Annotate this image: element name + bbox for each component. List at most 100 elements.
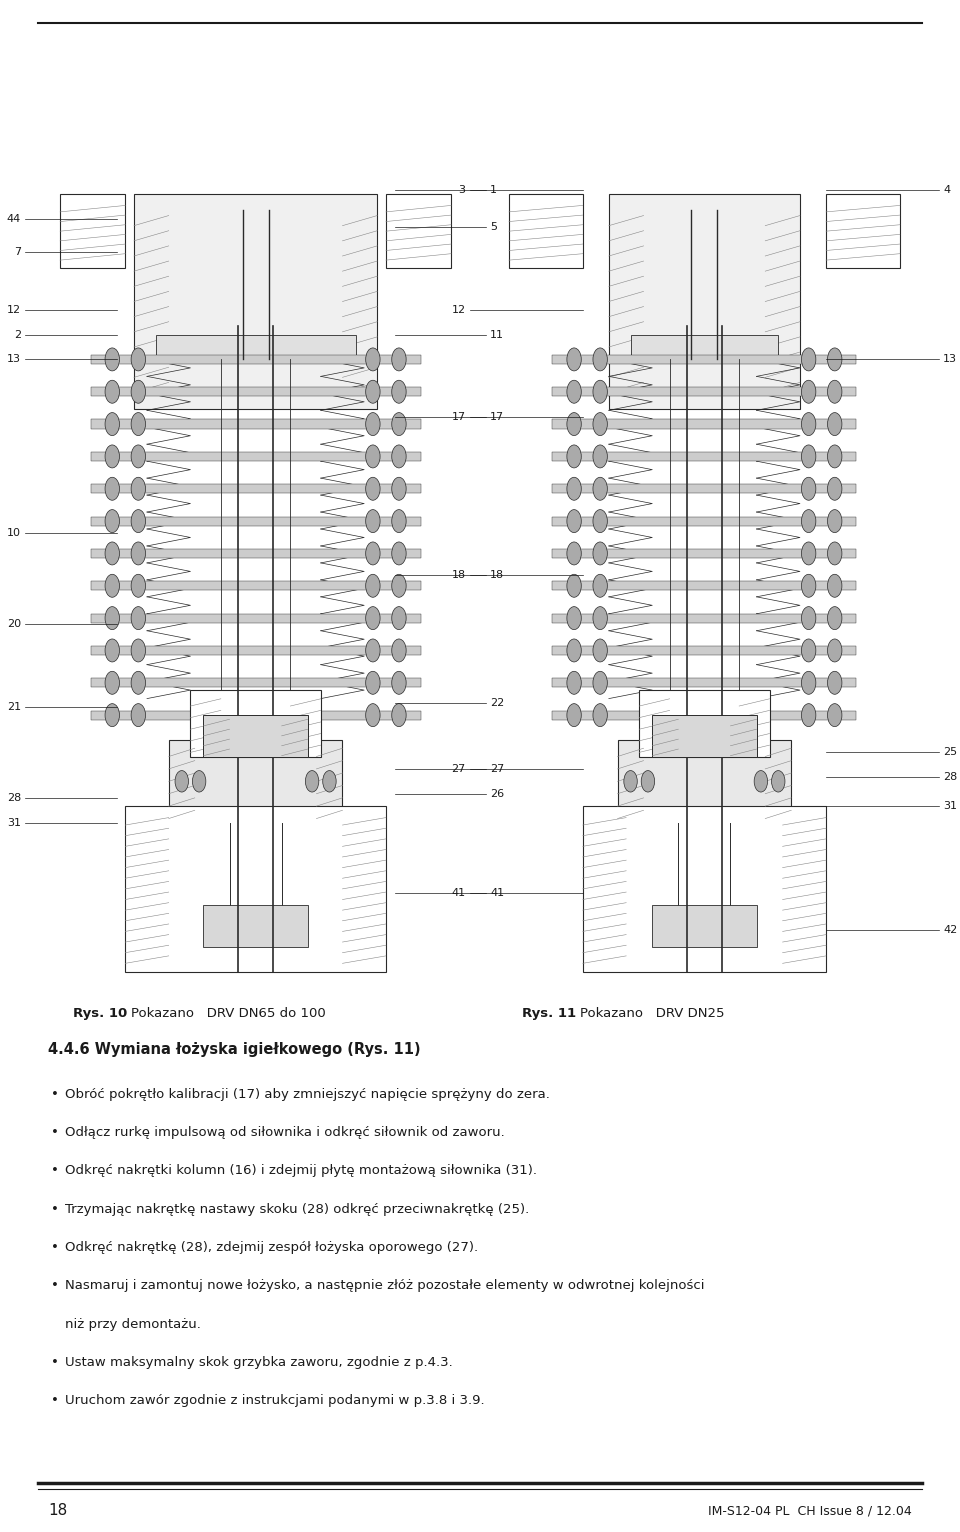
Bar xyxy=(134,195,377,409)
Circle shape xyxy=(392,478,406,501)
Circle shape xyxy=(105,574,119,597)
Circle shape xyxy=(566,703,581,726)
Circle shape xyxy=(366,478,380,501)
Circle shape xyxy=(105,542,119,565)
Bar xyxy=(125,806,386,971)
Circle shape xyxy=(132,703,146,726)
Circle shape xyxy=(593,703,608,726)
Circle shape xyxy=(132,478,146,501)
Text: •: • xyxy=(51,1203,59,1215)
Text: 1: 1 xyxy=(491,185,497,195)
Bar xyxy=(552,452,856,461)
Circle shape xyxy=(132,671,146,694)
Text: •: • xyxy=(51,1279,59,1291)
Circle shape xyxy=(366,348,380,371)
Bar xyxy=(552,679,856,688)
Bar xyxy=(190,691,321,757)
Circle shape xyxy=(323,771,336,792)
Circle shape xyxy=(566,607,581,630)
Circle shape xyxy=(828,703,842,726)
Text: 10: 10 xyxy=(7,529,21,538)
Circle shape xyxy=(828,444,842,467)
Circle shape xyxy=(392,444,406,467)
Bar xyxy=(156,334,355,360)
Circle shape xyxy=(593,478,608,501)
Text: 17: 17 xyxy=(451,412,466,423)
Bar xyxy=(552,548,856,558)
Circle shape xyxy=(366,510,380,533)
Bar xyxy=(90,484,420,493)
Circle shape xyxy=(366,444,380,467)
Text: 41: 41 xyxy=(491,889,504,898)
Bar xyxy=(617,740,791,823)
Circle shape xyxy=(132,639,146,662)
Bar xyxy=(652,715,756,757)
Circle shape xyxy=(366,412,380,435)
Bar xyxy=(552,388,856,397)
Circle shape xyxy=(566,348,581,371)
Circle shape xyxy=(105,510,119,533)
Bar xyxy=(90,613,420,622)
Text: •: • xyxy=(51,1088,59,1100)
Circle shape xyxy=(566,412,581,435)
Text: 27: 27 xyxy=(451,764,466,774)
Circle shape xyxy=(392,348,406,371)
Circle shape xyxy=(366,542,380,565)
Circle shape xyxy=(802,380,816,403)
Circle shape xyxy=(802,671,816,694)
Text: 31: 31 xyxy=(944,801,957,810)
Circle shape xyxy=(566,671,581,694)
Text: Uruchom zawór zgodnie z instrukcjami podanymi w p.3.8 i 3.9.: Uruchom zawór zgodnie z instrukcjami pod… xyxy=(65,1394,485,1406)
Bar xyxy=(552,420,856,429)
Text: 27: 27 xyxy=(491,764,504,774)
Circle shape xyxy=(593,671,608,694)
Text: 28: 28 xyxy=(944,772,957,783)
Text: 42: 42 xyxy=(944,925,957,935)
Text: Pokazano   DRV DN25: Pokazano DRV DN25 xyxy=(580,1007,724,1019)
Text: 26: 26 xyxy=(491,789,504,798)
Text: niż przy demontażu.: niż przy demontażu. xyxy=(65,1318,202,1330)
Text: 12: 12 xyxy=(7,305,21,314)
Circle shape xyxy=(132,444,146,467)
Circle shape xyxy=(392,574,406,597)
Bar xyxy=(204,715,308,757)
Circle shape xyxy=(105,380,119,403)
Text: 3: 3 xyxy=(459,185,466,195)
Circle shape xyxy=(192,771,205,792)
Text: 12: 12 xyxy=(451,305,466,314)
Bar xyxy=(90,355,420,365)
Text: Odkręć nakrętkę (28), zdejmij zespół łożyska oporowego (27).: Odkręć nakrętkę (28), zdejmij zespół łoż… xyxy=(65,1241,478,1253)
Circle shape xyxy=(802,348,816,371)
Circle shape xyxy=(132,607,146,630)
Text: 11: 11 xyxy=(491,329,504,340)
Bar xyxy=(90,711,420,720)
Text: •: • xyxy=(51,1241,59,1253)
Text: 5: 5 xyxy=(491,222,497,231)
Circle shape xyxy=(392,607,406,630)
Circle shape xyxy=(828,574,842,597)
Circle shape xyxy=(105,478,119,501)
Circle shape xyxy=(593,542,608,565)
Circle shape xyxy=(593,510,608,533)
Text: •: • xyxy=(51,1394,59,1406)
Circle shape xyxy=(566,639,581,662)
Bar xyxy=(552,647,856,656)
Bar xyxy=(90,420,420,429)
Text: 31: 31 xyxy=(7,818,21,827)
Circle shape xyxy=(132,348,146,371)
Text: 21: 21 xyxy=(7,702,21,712)
Circle shape xyxy=(828,671,842,694)
Text: 4.4.6 Wymiana łożyska igiełkowego (Rys. 11): 4.4.6 Wymiana łożyska igiełkowego (Rys. … xyxy=(48,1042,420,1057)
Circle shape xyxy=(392,703,406,726)
Bar xyxy=(38,161,472,988)
Bar xyxy=(169,740,343,823)
Circle shape xyxy=(392,542,406,565)
Text: 13: 13 xyxy=(7,354,21,365)
Bar xyxy=(487,161,922,988)
Circle shape xyxy=(802,542,816,565)
Text: 13: 13 xyxy=(944,354,957,365)
Bar xyxy=(90,516,420,525)
Circle shape xyxy=(105,412,119,435)
Circle shape xyxy=(132,380,146,403)
Bar xyxy=(90,647,420,656)
